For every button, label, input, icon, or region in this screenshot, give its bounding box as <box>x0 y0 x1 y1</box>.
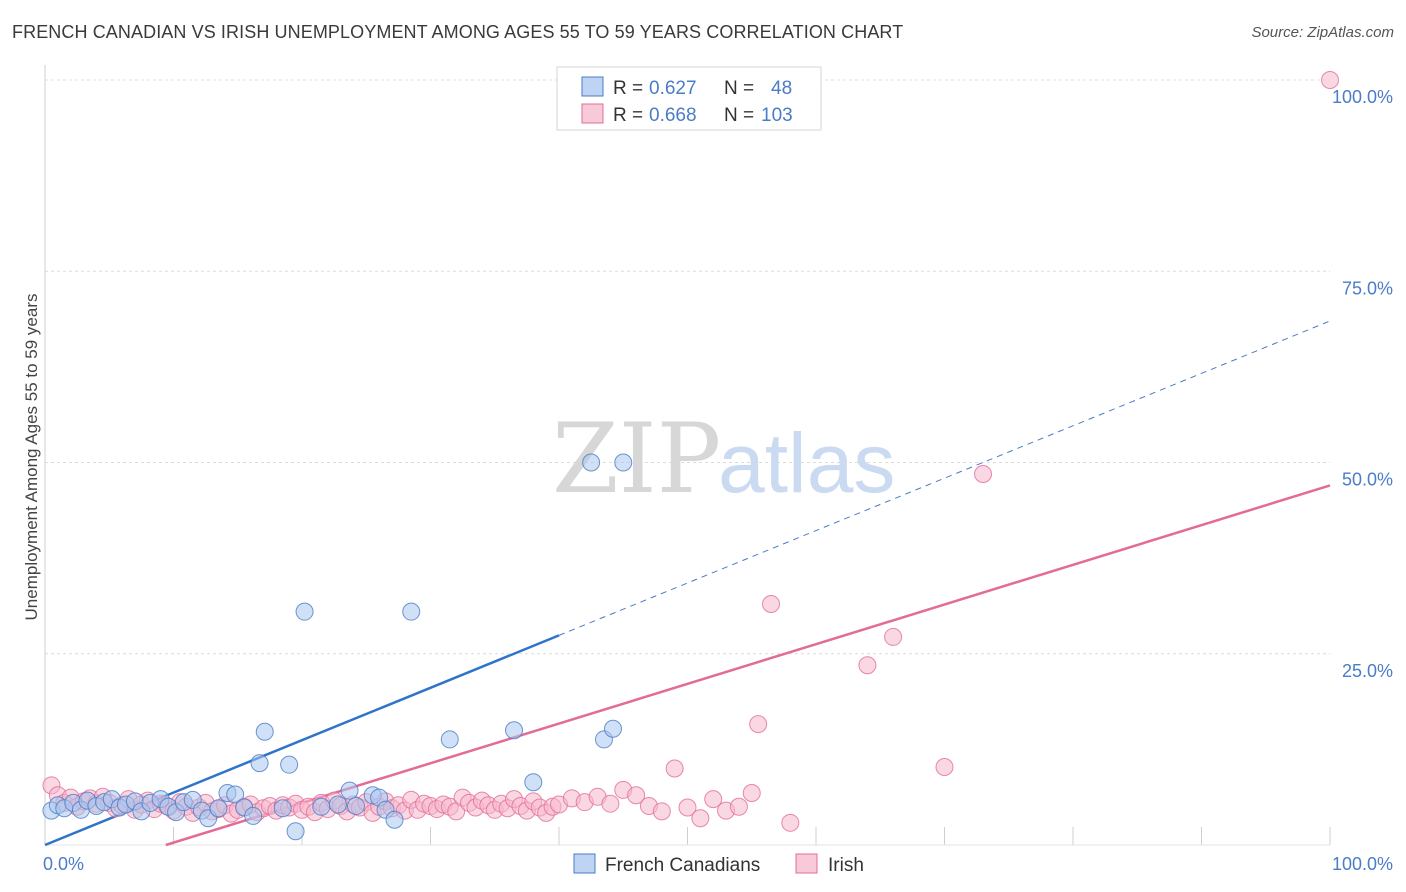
x-tick-label: 0.0% <box>43 854 84 874</box>
point-irish <box>665 759 684 778</box>
legend-n-label-1: N = <box>724 78 754 99</box>
point-french-canadians <box>255 722 274 741</box>
trendline-french-canadians-extension <box>558 320 1331 636</box>
legend-r-label-1: R = <box>613 78 643 99</box>
point-irish <box>691 809 710 828</box>
point-french-canadians <box>295 602 314 621</box>
bottom-legend-swatch-french-canadians <box>573 853 596 874</box>
bottom-legend-swatch-irish <box>795 853 818 874</box>
legend-box: R = 0.627 N = 48 R = 0.668 N = 103 <box>556 66 822 131</box>
x-tick-label: 100.0% <box>1332 854 1393 874</box>
point-irish <box>749 715 768 734</box>
point-french-canadians <box>280 755 299 774</box>
bottom-legend-label-french-canadians: French Canadians <box>605 855 760 876</box>
point-irish <box>627 786 646 805</box>
point-french-canadians <box>250 754 269 773</box>
tick-labels: 25.0% 50.0% 75.0% 100.0% 0.0% 100.0% <box>43 87 1393 874</box>
legend-swatch-irish <box>581 103 604 124</box>
trend-lines <box>44 320 1331 847</box>
bottom-legend: French Canadians Irish <box>573 853 864 876</box>
point-irish <box>781 813 800 832</box>
point-irish <box>884 627 903 646</box>
point-irish <box>858 656 877 675</box>
point-irish <box>652 802 671 821</box>
point-irish <box>974 464 993 483</box>
point-french-canadians <box>226 785 245 804</box>
y-axis-label: Unemployment Among Ages 55 to 59 years <box>22 294 41 621</box>
legend-r-value-1: 0.627 <box>649 78 697 99</box>
watermark-zip: ZIP <box>552 403 721 515</box>
point-french-canadians <box>340 781 359 800</box>
y-tick-label: 50.0% <box>1342 470 1393 490</box>
point-irish <box>1321 71 1339 89</box>
y-tick-label: 25.0% <box>1342 661 1393 681</box>
point-irish <box>935 757 954 776</box>
point-french-canadians <box>440 730 459 749</box>
point-irish <box>742 783 761 802</box>
point-french-canadians <box>402 602 421 621</box>
y-tick-label: 100.0% <box>1332 87 1393 107</box>
data-points <box>42 71 1339 841</box>
watermark: ZIP atlas <box>552 403 895 515</box>
point-irish <box>729 797 748 816</box>
point-french-canadians <box>273 799 292 818</box>
point-french-canadians <box>244 806 263 825</box>
point-french-canadians <box>614 453 633 472</box>
point-french-canadians <box>582 453 601 472</box>
legend-n-value-1: 48 <box>771 78 792 99</box>
point-irish <box>762 595 781 614</box>
watermark-atlas: atlas <box>718 416 895 510</box>
point-french-canadians <box>286 822 305 841</box>
legend-swatch-french-canadians <box>581 76 604 97</box>
point-irish <box>678 798 697 817</box>
point-irish <box>601 794 620 813</box>
y-tick-label: 75.0% <box>1342 278 1393 298</box>
point-french-canadians <box>346 796 365 815</box>
point-french-canadians <box>328 795 347 814</box>
point-french-canadians <box>603 719 622 738</box>
legend-n-label-2: N = <box>724 105 754 126</box>
point-french-canadians <box>312 797 331 816</box>
bottom-legend-label-irish: Irish <box>828 855 864 876</box>
source-label: Source: ZipAtlas.com <box>1251 24 1394 41</box>
legend-r-label-2: R = <box>613 105 643 126</box>
point-french-canadians <box>209 799 228 818</box>
point-irish <box>704 790 723 809</box>
axes <box>44 65 1330 846</box>
trendline-irish <box>165 484 1331 847</box>
point-french-canadians <box>505 721 524 740</box>
chart-title: FRENCH CANADIAN VS IRISH UNEMPLOYMENT AM… <box>12 22 904 42</box>
point-french-canadians <box>524 773 543 792</box>
legend-r-value-2: 0.668 <box>649 105 697 126</box>
legend-n-value-2: 103 <box>761 105 793 126</box>
point-french-canadians <box>385 810 404 829</box>
